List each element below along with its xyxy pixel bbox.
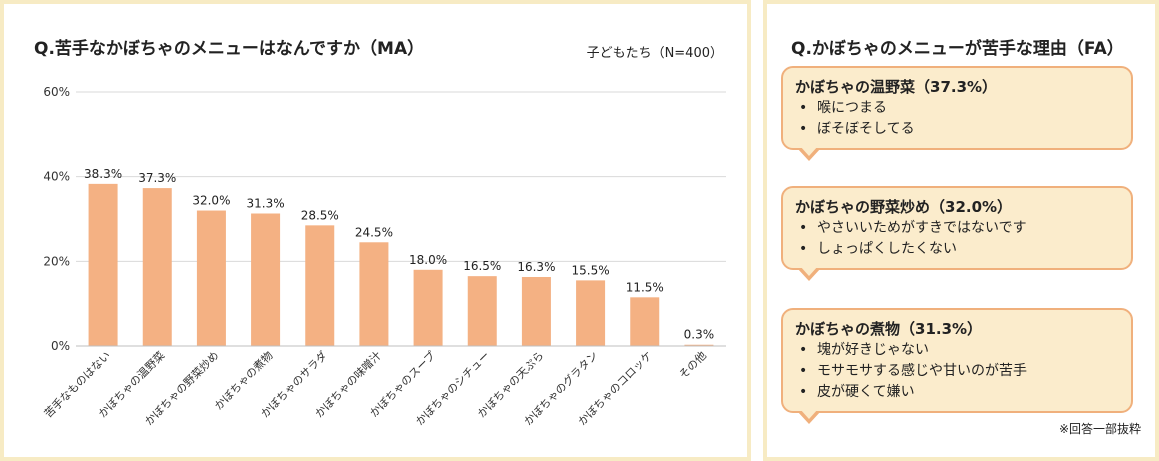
reason-item: やさいいためがすきではないです (795, 218, 1119, 239)
sample-size-label: 子どもたち（N=400） (586, 46, 723, 61)
reasons-title: Q.かぼちゃのメニューが苦手な理由（FA） (791, 39, 1124, 59)
bar (251, 213, 281, 346)
bar (305, 225, 335, 346)
data-label: 32.0% (192, 194, 230, 208)
bar (142, 188, 172, 346)
bubble-title: かぼちゃの温野菜（37.3%） (795, 78, 998, 96)
bubble-tail (797, 146, 821, 161)
data-label: 37.3% (138, 171, 176, 185)
data-label: 24.5% (355, 225, 393, 239)
data-label: 16.3% (517, 260, 555, 274)
data-label: 11.5% (626, 280, 664, 294)
y-tick-label: 40% (43, 170, 70, 184)
reasons-panel: Q.かぼちゃのメニューが苦手な理由（FA） かぼちゃの温野菜（37.3%） 喉に… (763, 0, 1159, 461)
survey-chart-panel: Q.苦手なかぼちゃのメニューはなんですか（MA） 子どもたち（N=400） 0%… (0, 0, 751, 461)
bar (521, 276, 551, 346)
reason-item: 皮が硬くて嫌い (795, 382, 1119, 403)
reason-item: 喉につまる (795, 98, 1119, 119)
data-label: 31.3% (247, 196, 285, 210)
bar (630, 297, 660, 346)
data-label: 16.5% (463, 259, 501, 273)
bar-chart: 0%20%40%60%38.3%苦手なものはない37.3%かぼちゃの温野菜32.… (41, 85, 726, 428)
reason-item: 塊が好きじゃない (795, 340, 1119, 361)
bubble-title: かぼちゃの野菜炒め（32.0%） (795, 198, 1013, 216)
data-label: 28.5% (301, 208, 339, 222)
speech-bubble: かぼちゃの野菜炒め（32.0%） やさいいためがすきではないです しょっぱくした… (781, 186, 1133, 281)
y-tick-label: 60% (43, 85, 70, 99)
bar (684, 344, 714, 346)
bar (359, 242, 389, 346)
data-label: 15.5% (572, 263, 610, 277)
category-label: その他 (677, 349, 710, 382)
bubble-tail (797, 409, 821, 424)
bubble-tail (797, 266, 821, 281)
bar (413, 269, 443, 346)
bar (467, 276, 497, 346)
footnote: ※回答一部抜粋 (1058, 422, 1141, 436)
y-tick-label: 20% (43, 254, 70, 268)
speech-bubble: かぼちゃの煮物（31.3%） 塊が好きじゃない モサモサする感じや甘いのが苦手 … (781, 308, 1133, 424)
reason-item: ぼそぼそしてる (795, 119, 1119, 140)
bar (196, 210, 226, 346)
speech-bubble: かぼちゃの温野菜（37.3%） 喉につまる ぼそぼそしてる (781, 66, 1133, 161)
bar (576, 280, 606, 346)
data-label: 18.0% (409, 253, 447, 267)
reason-item: しょっぱくしたくない (795, 239, 1119, 260)
data-label: 0.3% (684, 328, 715, 342)
bar (88, 183, 118, 346)
bubble-title: かぼちゃの煮物（31.3%） (795, 320, 983, 338)
data-label: 38.3% (84, 167, 122, 181)
y-tick-label: 0% (51, 339, 70, 353)
chart-title: Q.苦手なかぼちゃのメニューはなんですか（MA） (34, 39, 425, 59)
reason-item: モサモサする感じや甘いのが苦手 (795, 361, 1119, 382)
